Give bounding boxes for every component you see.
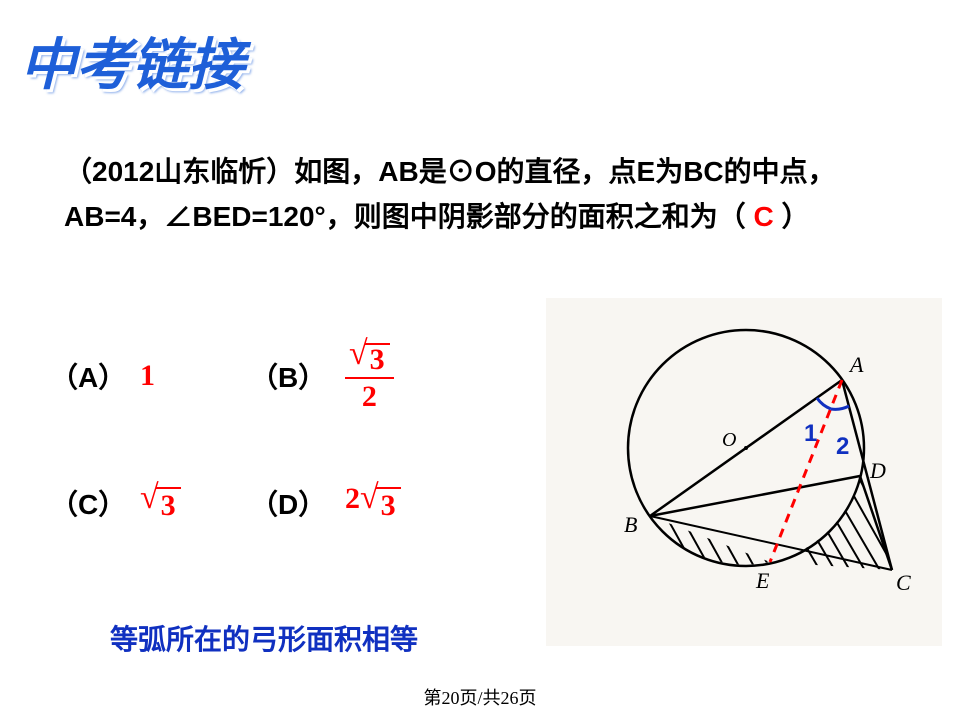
geometry-diagram: A B C D E O 1 2 (546, 298, 942, 646)
question-suffix: ） (782, 201, 810, 232)
label-O: O (722, 429, 736, 451)
angle-2-label: 2 (836, 433, 849, 461)
question-prefix: （2012山东临忻）如图，AB是⊙O的直径，点E为BC的中点，AB=4，∠BED… (64, 156, 836, 232)
option-C-value: √3 (140, 482, 250, 523)
hint-text: 等弧所在的弓形面积相等 (110, 618, 418, 658)
option-A-label: （A） (50, 356, 140, 396)
option-row-1: （A） 1 （B） √3 2 (50, 340, 401, 412)
page-number: 第20页/共26页 (0, 684, 960, 710)
label-B: B (624, 512, 637, 537)
question-text: （2012山东临忻）如图，AB是⊙O的直径，点E为BC的中点，AB=4，∠BED… (64, 150, 894, 240)
label-C: C (896, 570, 911, 595)
option-A-value: 1 (140, 359, 250, 393)
option-B-label: （B） (250, 356, 345, 396)
diagram-svg: A B C D E O (546, 298, 942, 646)
slide-title: 中考链接 (20, 20, 244, 101)
label-E: E (755, 568, 770, 593)
option-B-value: √3 2 (345, 340, 394, 412)
option-D-label: （D） (250, 483, 345, 523)
label-D: D (869, 458, 886, 483)
answer-letter: C (746, 201, 782, 232)
option-row-2: （C） √3 （D） 2√3 (50, 482, 401, 523)
label-A: A (848, 352, 864, 377)
option-D-value: 2√3 (345, 482, 401, 523)
option-C-label: （C） (50, 483, 140, 523)
angle-1-label: 1 (804, 420, 817, 448)
options-block: （A） 1 （B） √3 2 （C） √3 （D） 2√3 (50, 340, 401, 593)
